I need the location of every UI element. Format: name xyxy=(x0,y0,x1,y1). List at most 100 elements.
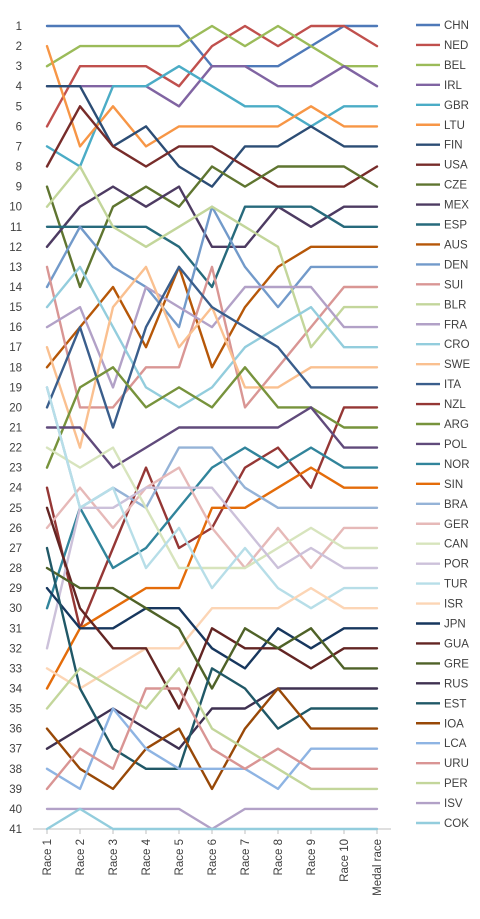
series-line-isr xyxy=(45,586,379,690)
x-tick-label: Race 6 xyxy=(207,839,219,875)
legend-label: RUS xyxy=(444,678,469,690)
x-tick-label: Race 10 xyxy=(339,839,351,882)
legend-label: ISR xyxy=(444,599,463,611)
y-tick-label: 41 xyxy=(9,824,22,836)
legend-label: IOA xyxy=(444,718,464,730)
y-tick-label: 33 xyxy=(9,663,22,675)
y-tick-label: 17 xyxy=(9,342,22,354)
series-line-per xyxy=(45,667,379,791)
y-tick-label: 29 xyxy=(9,583,22,595)
x-tick-label: Race 5 xyxy=(174,839,186,875)
y-tick-label: 39 xyxy=(9,784,22,796)
x-tick-label: Medal race xyxy=(372,839,384,896)
y-tick-label: 9 xyxy=(16,182,22,194)
y-tick-label: 8 xyxy=(16,162,22,174)
legend-label: FIN xyxy=(444,140,463,152)
y-tick-label: 16 xyxy=(9,322,22,334)
legend-label: JPN xyxy=(444,619,466,631)
series-line-fra xyxy=(45,285,379,389)
y-tick-label: 4 xyxy=(16,81,23,93)
y-tick-label: 40 xyxy=(9,804,22,816)
series-line-lca xyxy=(45,707,379,791)
legend-label: BLR xyxy=(444,299,466,311)
y-tick-label: 12 xyxy=(9,242,22,254)
y-tick-label: 27 xyxy=(9,543,22,555)
y-tick-label: 14 xyxy=(9,282,22,294)
legend-label: GUA xyxy=(444,638,469,650)
series-line-can xyxy=(45,446,379,570)
series-line-sin xyxy=(45,466,379,690)
y-tick-label: 34 xyxy=(9,683,22,695)
y-tick-label: 13 xyxy=(9,262,22,274)
x-tick-label: Race 9 xyxy=(306,839,318,875)
y-tick-label: 31 xyxy=(9,623,22,635)
y-tick-label: 32 xyxy=(9,643,22,655)
legend-label: ITA xyxy=(444,379,461,391)
y-tick-label: 2 xyxy=(16,41,22,53)
series-line-sui xyxy=(45,265,379,409)
legend-label: CRO xyxy=(444,339,470,351)
y-tick-label: 15 xyxy=(9,302,22,314)
series-line-irl xyxy=(45,64,379,108)
legend: CHN NED BEL IRL GBR LTU FIN USA CZE MEX ESP AUS DEN S… xyxy=(416,20,471,830)
series-line-arg xyxy=(45,366,379,469)
y-tick-label: 10 xyxy=(9,202,22,214)
y-tick-label: 23 xyxy=(9,463,22,475)
legend-label: PER xyxy=(444,778,468,790)
legend-label: FRA xyxy=(444,319,467,331)
series-line-ltu xyxy=(45,44,379,148)
series-line-nzl xyxy=(45,406,379,630)
legend-label: POL xyxy=(444,439,468,451)
legend-label: LCA xyxy=(444,738,467,750)
series-line-ioa xyxy=(45,687,379,791)
series-line-gre xyxy=(45,566,379,690)
series-line-swe xyxy=(45,265,379,449)
series-line-blr xyxy=(45,165,379,349)
series-line-gua xyxy=(45,506,379,710)
x-tick-label: Race 8 xyxy=(273,839,285,875)
series-line-cok xyxy=(45,807,379,831)
legend-label: COK xyxy=(444,818,469,830)
series-line-ned xyxy=(45,24,379,128)
legend-label: POR xyxy=(444,559,469,571)
series-line-cro xyxy=(45,265,379,409)
legend-label: LTU xyxy=(444,120,465,132)
legend-label: NOR xyxy=(444,459,470,471)
legend-label: IRL xyxy=(444,80,463,92)
legend-label: ISV xyxy=(444,798,463,810)
series-line-esp xyxy=(45,205,379,289)
legend-label: GER xyxy=(444,519,469,531)
y-tick-label: 19 xyxy=(9,382,22,394)
y-tick-label: 36 xyxy=(9,724,22,736)
series-line-mex xyxy=(45,185,379,249)
legend-label: CZE xyxy=(444,180,467,192)
x-tick-label: Race 3 xyxy=(108,839,120,875)
x-tick-label: Race 4 xyxy=(141,838,153,875)
legend-label: GRE xyxy=(444,658,469,670)
legend-label: MEX xyxy=(444,200,469,212)
series-line-uru xyxy=(45,687,379,791)
series-line-est xyxy=(45,546,379,770)
legend-label: DEN xyxy=(444,259,468,271)
x-tick-label: Race 7 xyxy=(240,839,252,875)
series-lines xyxy=(45,24,379,831)
legend-label: BEL xyxy=(444,60,466,72)
y-tick-label: 7 xyxy=(16,141,22,153)
series-line-rus xyxy=(45,687,379,750)
y-tick-label: 30 xyxy=(9,603,22,615)
y-tick-label: 5 xyxy=(16,101,22,113)
legend-label: CHN xyxy=(444,20,469,32)
series-line-por xyxy=(45,486,379,650)
y-tick-label: 1 xyxy=(16,21,22,33)
y-axis-ticks: 1234567891011121314151617181920212223242… xyxy=(9,21,22,836)
x-tick-label: Race 1 xyxy=(42,839,54,875)
legend-label: BRA xyxy=(444,499,468,511)
y-tick-label: 3 xyxy=(16,61,22,73)
y-tick-label: 26 xyxy=(9,523,22,535)
y-tick-label: 20 xyxy=(9,402,22,414)
series-line-tur xyxy=(45,386,379,610)
series-line-cze xyxy=(45,165,379,289)
legend-label: SWE xyxy=(444,359,471,371)
y-tick-label: 18 xyxy=(9,362,22,374)
y-tick-label: 35 xyxy=(9,704,22,716)
